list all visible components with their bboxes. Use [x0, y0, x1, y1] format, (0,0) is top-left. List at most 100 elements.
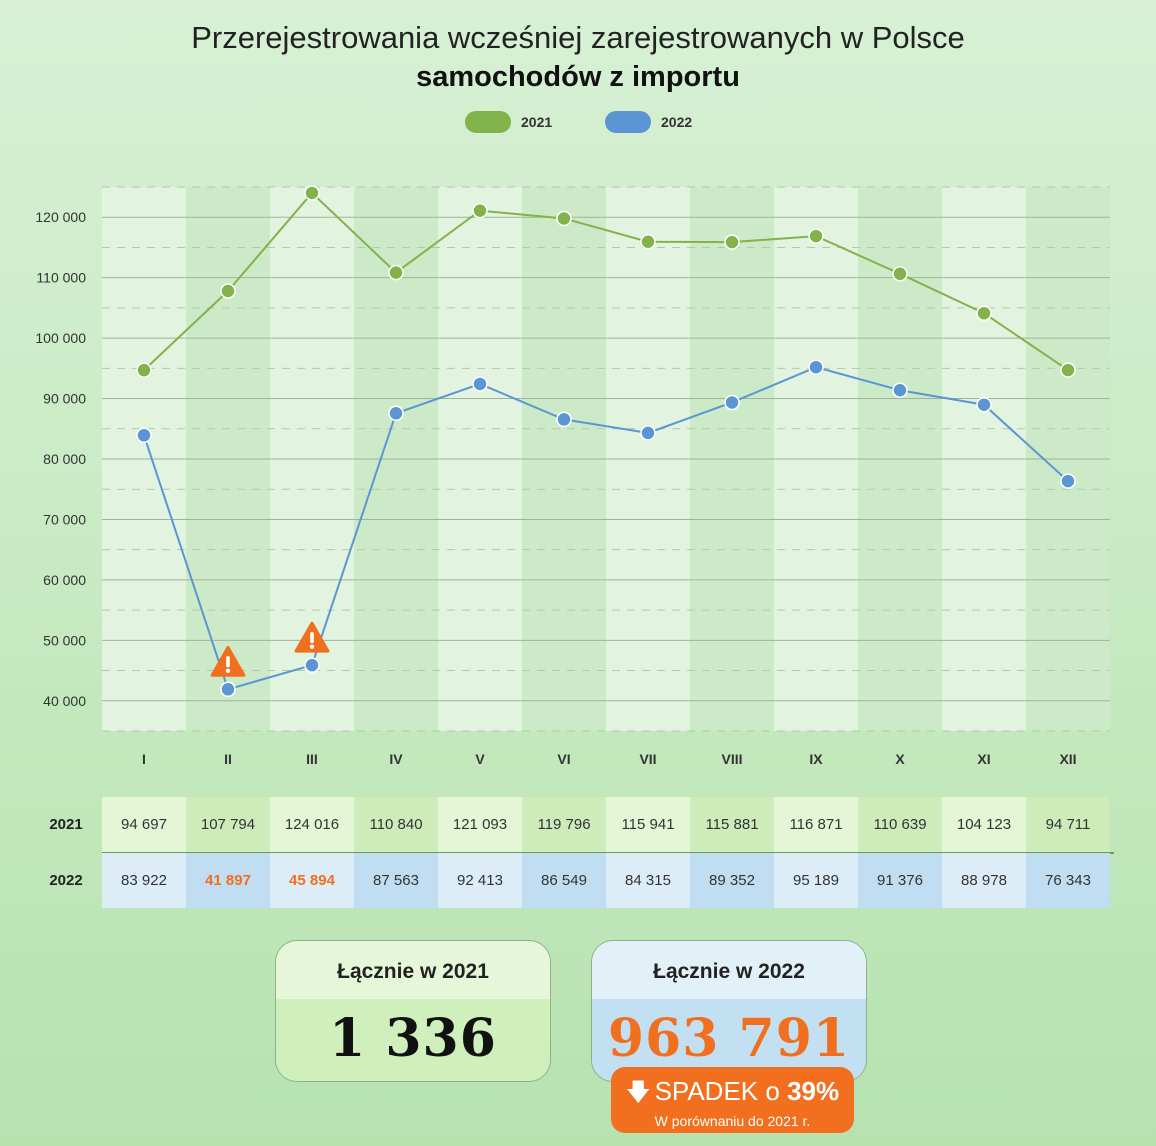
table-cell: 84 315 — [606, 853, 690, 908]
warning-icon-dot — [225, 668, 231, 674]
series-line-2021 — [143, 191, 1069, 371]
table-cell: 110 639 — [858, 797, 942, 852]
x-tick-label: IV — [389, 751, 403, 767]
table-cell: 121 093 — [438, 797, 522, 852]
legend-item-2022: 2022 — [605, 111, 692, 133]
y-tick-label: 50 000 — [43, 632, 86, 648]
x-tick-label: VI — [557, 751, 570, 767]
table-cell: 41 897 — [186, 853, 270, 908]
x-tick-label: V — [475, 751, 485, 767]
data-point-2022-II — [220, 681, 236, 698]
warning-icon-bar — [310, 632, 314, 644]
data-point-2021-IX — [808, 228, 824, 244]
y-tick-label: 100 000 — [35, 330, 86, 346]
x-tick-label: IX — [809, 751, 823, 767]
data-point-2022-I — [136, 427, 152, 444]
table-cell: 45 894 — [270, 853, 354, 908]
legend: 2021 2022 — [0, 111, 1156, 137]
x-tick-label: III — [306, 751, 318, 767]
table-cell: 124 016 — [270, 797, 354, 852]
table-cell: 95 189 — [774, 853, 858, 908]
data-point-2022-VI — [556, 411, 572, 428]
data-point-2022-IX — [808, 359, 824, 375]
table-row-2021: 2021 94 697 107 794 124 016 110 840 121 093 1… — [30, 797, 1115, 852]
row-label-2021: 2021 — [49, 816, 83, 833]
y-tick-label: 80 000 — [43, 451, 86, 467]
table-cell: 87 563 — [354, 853, 438, 908]
y-tick-label: 90 000 — [43, 391, 86, 407]
legend-item-2021: 2021 — [465, 111, 552, 133]
title-line-2: samochodów z importu — [416, 61, 740, 93]
table-cell: 104 123 — [942, 797, 1026, 852]
x-tick-label: X — [895, 751, 905, 767]
y-tick-label: 60 000 — [43, 572, 86, 588]
y-tick-label: 70 000 — [43, 511, 86, 527]
decline-badge: 🡇 SPADEK o 39% W porównaniu do 2021 r. — [611, 1067, 854, 1133]
row-label-2022: 2022 — [49, 872, 83, 889]
data-point-2021-VII — [640, 234, 656, 250]
x-tick-label: VII — [639, 751, 656, 767]
table-cell: 115 881 — [690, 797, 774, 852]
data-point-2021-II — [220, 283, 236, 299]
table-row-2022: 2022 83 922 41 897 45 894 87 563 92 413 86 54… — [30, 853, 1115, 908]
table-cell: 110 840 — [354, 797, 438, 852]
legend-label-2021: 2021 — [521, 114, 553, 130]
legend-swatch-2021 — [465, 111, 511, 133]
data-point-2021-X — [892, 266, 908, 282]
badge-prefix: SPADEK o — [654, 1076, 780, 1106]
line-chart: 40 000 50 000 60 000 70 000 80 000 90 000 100 … — [35, 185, 1110, 767]
data-point-2022-XII — [1060, 473, 1076, 489]
total-2022-card: Łącznie w 2022 963 791 — [591, 940, 867, 1082]
data-point-2022-III — [304, 657, 320, 673]
data-point-2021-IV — [388, 264, 404, 281]
total-2022-value: 963 791 — [592, 999, 866, 1081]
title-line-1: Przerejestrowania wcześniej zarejestrowa… — [191, 20, 965, 55]
x-tick-label: XI — [977, 751, 990, 767]
y-tick-label: 110 000 — [36, 270, 86, 286]
data-point-2021-XI — [976, 305, 992, 321]
table-cell: 83 922 — [102, 853, 186, 908]
arrow-down-icon: 🡇 — [625, 1079, 651, 1106]
data-point-2021-I — [136, 362, 152, 378]
y-tick-label: 120 000 — [35, 209, 86, 225]
table-cell: 94 711 — [1026, 797, 1110, 852]
total-2021-label: Łącznie w 2021 — [276, 941, 550, 999]
table-cell: 115 941 — [606, 797, 690, 852]
badge-subtitle: W porównaniu do 2021 r. — [654, 1113, 811, 1129]
warning-icon-bar — [226, 656, 230, 668]
data-point-2021-III — [304, 185, 320, 201]
total-2022-label: Łącznie w 2022 — [592, 941, 866, 999]
x-tick-label: VIII — [721, 751, 742, 767]
legend-label-2022: 2022 — [661, 114, 693, 130]
total-2021-card: Łącznie w 2021 1 336 402 — [275, 940, 551, 1082]
x-tick-label: II — [224, 751, 232, 767]
data-point-2021-XII — [1060, 362, 1076, 378]
data-point-2022-X — [892, 382, 908, 398]
table-cell: 107 794 — [186, 797, 270, 852]
table-cell: 91 376 — [858, 853, 942, 908]
table-cell: 86 549 — [522, 853, 606, 908]
warning-icon-dot — [309, 644, 315, 649]
data-point-2021-V — [472, 202, 488, 219]
data-point-2022-V — [472, 376, 488, 392]
table-cell: 88 978 — [942, 853, 1026, 908]
data-point-2021-VI — [556, 210, 572, 227]
table-cell: 76 343 — [1026, 853, 1110, 908]
x-tick-label: I — [142, 751, 146, 767]
badge-percent: 39% — [787, 1076, 840, 1106]
table-cell: 94 697 — [102, 797, 186, 852]
data-point-2022-IV — [388, 405, 404, 422]
data-point-2022-VIII — [724, 394, 740, 411]
x-tick-label: XII — [1059, 751, 1076, 767]
table-cell: 92 413 — [438, 853, 522, 908]
data-point-2022-VII — [640, 425, 656, 441]
legend-swatch-2022 — [605, 111, 651, 133]
chart-title: Przerejestrowania wcześniej zarejestrowa… — [0, 18, 1156, 96]
table-cell: 89 352 — [690, 853, 774, 908]
data-point-2021-VIII — [724, 234, 740, 250]
table-cell: 119 796 — [522, 797, 606, 852]
data-point-2022-XI — [976, 396, 992, 413]
table-cell: 116 871 — [774, 797, 858, 852]
total-2021-value: 1 336 402 — [276, 999, 550, 1081]
series-line-2022 — [143, 366, 1069, 691]
